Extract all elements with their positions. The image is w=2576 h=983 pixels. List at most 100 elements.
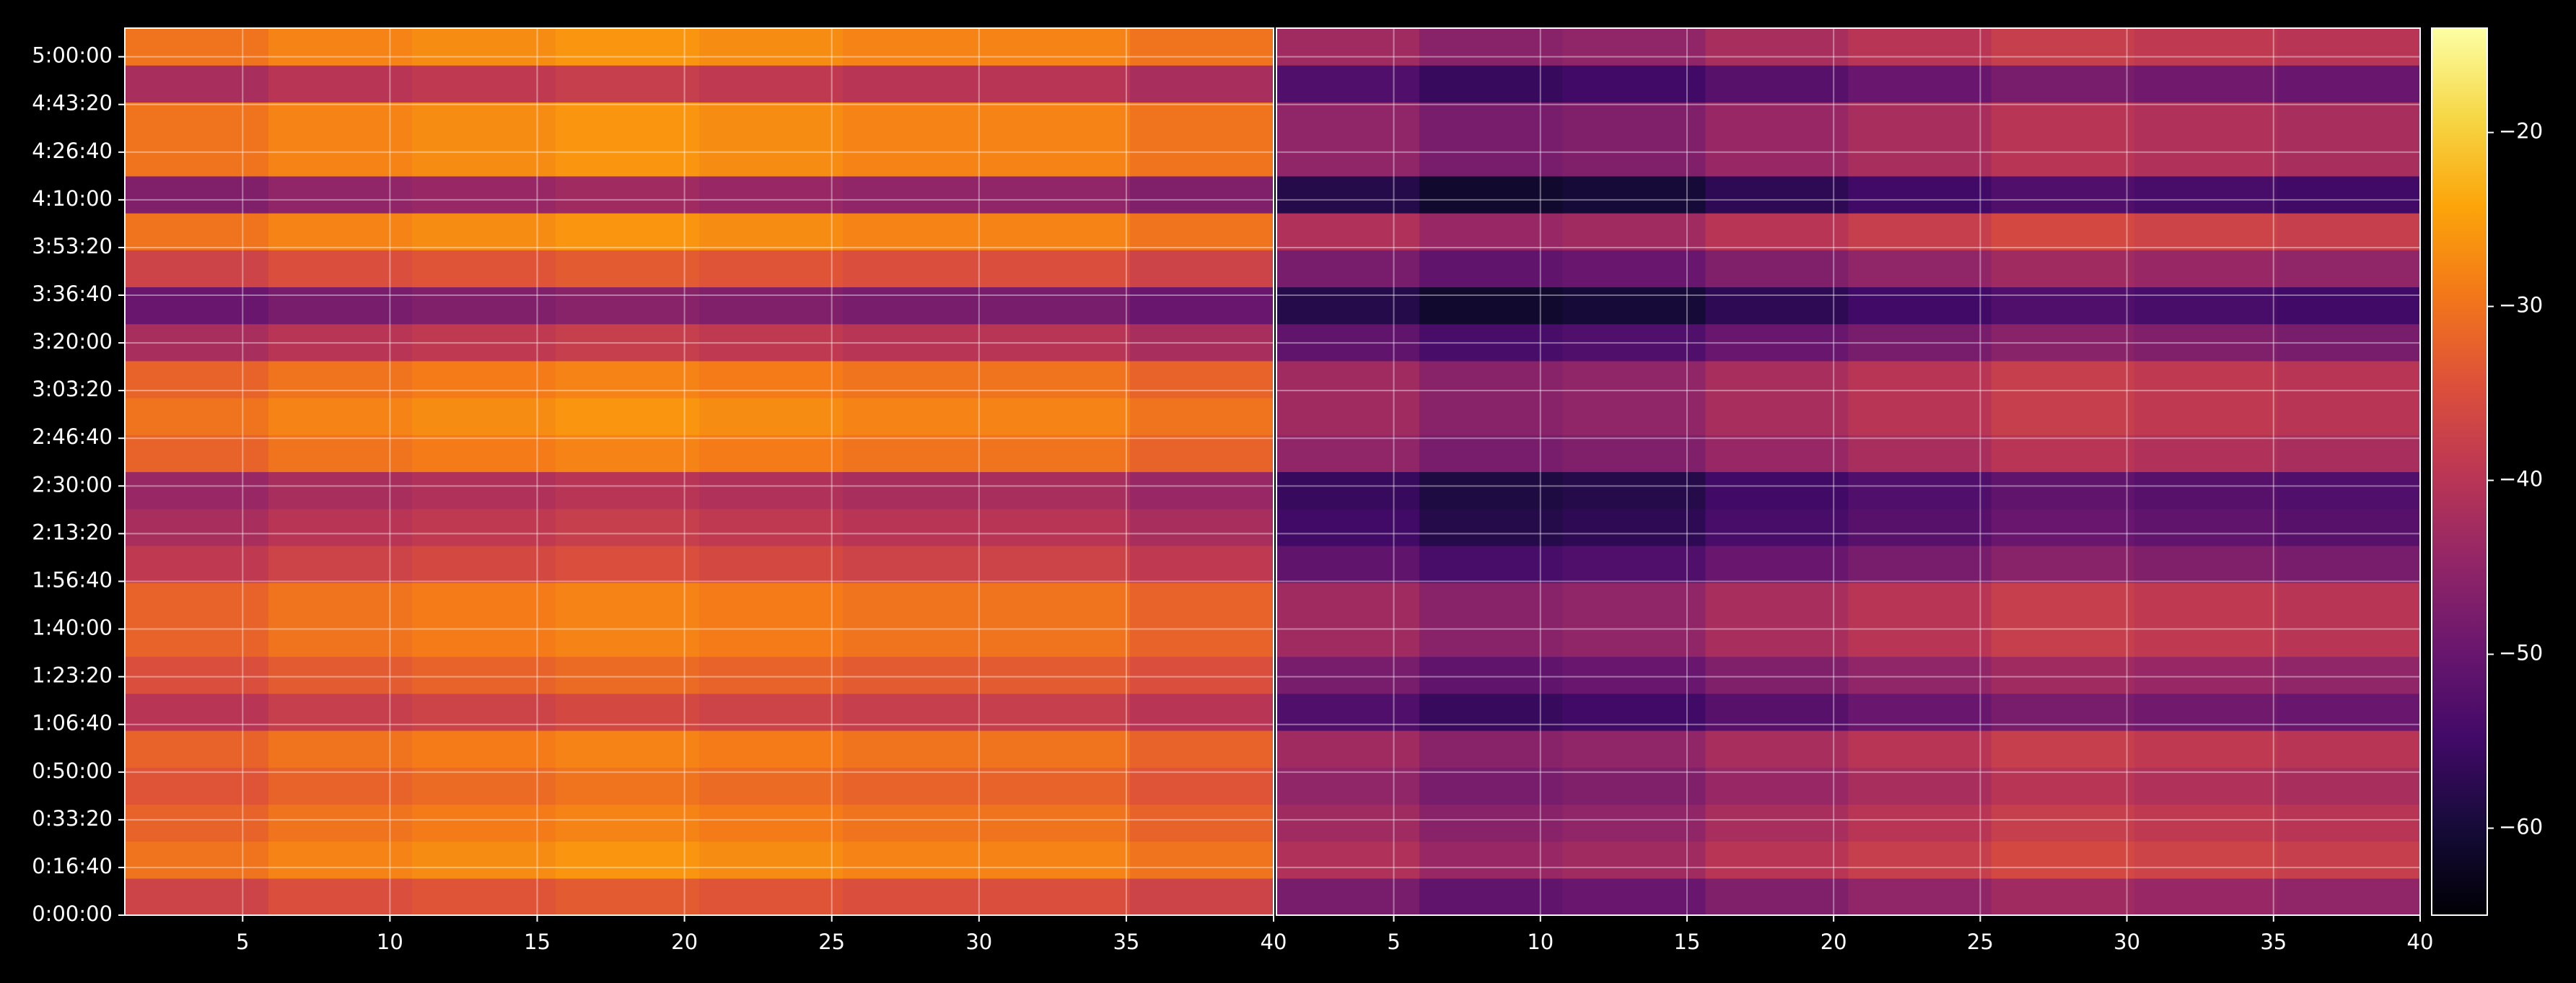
colorbar-tick-label: −50	[2499, 641, 2543, 665]
heatmap-cell	[1419, 250, 1563, 288]
heatmap-cell	[268, 656, 413, 694]
heatmap-cell	[1276, 65, 1420, 103]
heatmap-cell	[699, 434, 844, 473]
heatmap-cell	[412, 360, 556, 398]
heatmap-cell	[412, 323, 556, 362]
heatmap-cell	[1276, 398, 1420, 435]
heatmap-cell	[268, 28, 413, 66]
heatmap-cell	[1991, 730, 2135, 768]
colorbar-tick-label: −20	[2499, 119, 2543, 144]
heatmap-cell	[2277, 250, 2421, 288]
heatmap-cell	[843, 398, 987, 435]
heatmap-cell	[2134, 102, 2278, 140]
heatmap-cell	[1276, 250, 1420, 288]
heatmap-cell	[412, 213, 556, 250]
heatmap-cell	[1562, 360, 1706, 398]
heatmap-cell	[843, 139, 987, 177]
heatmap-cell	[125, 804, 269, 842]
heatmap-cell	[1130, 508, 1274, 546]
heatmap-cell	[2134, 619, 2278, 657]
heatmap-cell	[699, 471, 844, 510]
heatmap-cell	[2277, 65, 2421, 103]
heatmap-cell	[1848, 582, 1992, 620]
heatmap-cell	[1130, 545, 1274, 583]
heatmap-cell	[556, 28, 700, 66]
heatmap-cell	[1562, 730, 1706, 768]
heatmap-cell	[268, 175, 413, 214]
heatmap-cell	[1991, 508, 2135, 546]
heatmap-cell	[1419, 360, 1563, 398]
heatmap-cell	[1130, 693, 1274, 731]
heatmap-cell	[1130, 360, 1274, 398]
heatmap-cell	[1848, 360, 1992, 398]
heatmap-cell	[843, 730, 987, 768]
heatmap-cell	[1991, 102, 2135, 140]
heatmap-cell	[1991, 65, 2135, 103]
heatmap-cell	[1848, 287, 1992, 325]
heatmap-cell	[699, 102, 844, 140]
heatmap-cell	[1991, 28, 2135, 66]
heatmap-cell	[2134, 398, 2278, 435]
heatmap-cell	[1848, 693, 1992, 731]
heatmap-cell	[986, 730, 1131, 768]
heatmap-cell	[699, 398, 844, 435]
heatmap-cell	[1848, 213, 1992, 250]
heatmap-cell	[1130, 730, 1274, 768]
heatmap-cell	[412, 767, 556, 805]
heatmap-cell	[1705, 323, 1849, 362]
heatmap-cell	[2134, 878, 2278, 916]
heatmap-cell	[2134, 139, 2278, 177]
x-tick-label: 35	[2260, 930, 2287, 954]
heatmap-cell	[412, 434, 556, 473]
heatmap-cell	[986, 545, 1131, 583]
heatmap-cell	[843, 65, 987, 103]
heatmap-cell	[1419, 434, 1563, 473]
heatmap-cell	[986, 619, 1131, 657]
heatmap-cell	[268, 398, 413, 435]
heatmap-cell	[125, 434, 269, 473]
heatmap-cell	[268, 841, 413, 879]
heatmap-cell	[1419, 767, 1563, 805]
heatmap-cell	[1562, 139, 1706, 177]
heatmap-cell	[2134, 656, 2278, 694]
heatmap-cell	[2134, 471, 2278, 510]
heatmap-cell	[1276, 287, 1420, 325]
x-tick-label: 5	[1387, 930, 1400, 954]
heatmap-cell	[986, 804, 1131, 842]
heatmap-cell	[1705, 730, 1849, 768]
heatmap-cell	[699, 287, 844, 325]
x-tick-label: 5	[236, 930, 249, 954]
heatmap-cell	[1419, 65, 1563, 103]
heatmap-cell	[1419, 213, 1563, 250]
y-tick-label: 2:46:40	[32, 424, 113, 449]
heatmap-cell	[986, 65, 1131, 103]
heatmap-cell	[1705, 175, 1849, 214]
heatmap-cell	[2134, 250, 2278, 288]
heatmap-cell	[412, 508, 556, 546]
heatmap-cell	[1562, 102, 1706, 140]
heatmap-cell	[699, 878, 844, 916]
heatmap-cell	[2134, 434, 2278, 473]
heatmap-cell	[1991, 323, 2135, 362]
heatmap-cell	[125, 545, 269, 583]
heatmap-cell	[1705, 28, 1849, 66]
heatmap-cell	[556, 434, 700, 473]
heatmap-cell	[1276, 360, 1420, 398]
heatmap-cell	[2277, 139, 2421, 177]
heatmap-cell	[1130, 287, 1274, 325]
heatmap-cell	[2134, 841, 2278, 879]
heatmap-cell	[2277, 175, 2421, 214]
heatmap-cell	[556, 102, 700, 140]
heatmap-cell	[2277, 323, 2421, 362]
heatmap-cell	[2277, 360, 2421, 398]
heatmap-cell	[1562, 804, 1706, 842]
y-tick-label: 4:10:00	[32, 186, 113, 211]
heatmap-cell	[843, 360, 987, 398]
heatmap-cell	[2134, 287, 2278, 325]
heatmap-cell	[2277, 398, 2421, 435]
heatmap-cell	[1130, 841, 1274, 879]
heatmap-cell	[1848, 878, 1992, 916]
heatmap-cell	[1276, 139, 1420, 177]
heatmap-cell	[1848, 545, 1992, 583]
heatmap-cell	[699, 323, 844, 362]
